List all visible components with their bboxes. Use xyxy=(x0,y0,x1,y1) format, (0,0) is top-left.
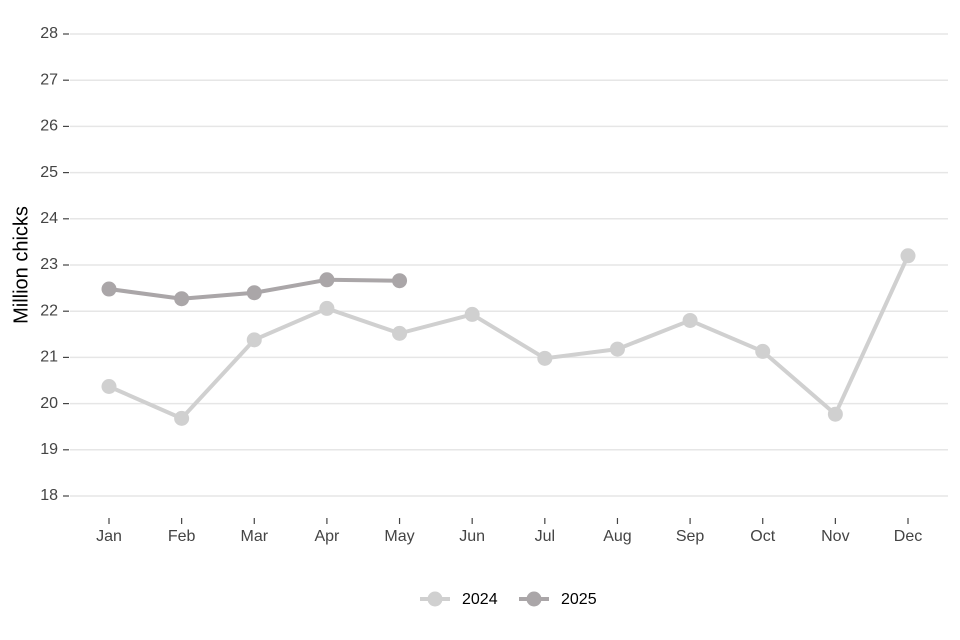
y-tick-label: 18 xyxy=(40,487,58,504)
x-tick-label: Jun xyxy=(459,528,485,545)
data-point xyxy=(246,332,262,348)
data-point xyxy=(101,281,117,297)
data-point xyxy=(537,350,553,366)
x-tick-label: Apr xyxy=(314,528,340,545)
y-tick-label: 22 xyxy=(40,302,58,319)
x-tick-label: Nov xyxy=(821,528,849,545)
legend-label: 2024 xyxy=(462,591,498,608)
data-point xyxy=(174,410,190,426)
x-tick-label: Oct xyxy=(750,528,775,545)
data-point xyxy=(609,341,625,357)
y-tick-label: 25 xyxy=(40,164,58,181)
data-point xyxy=(246,285,262,301)
y-tick-label: 24 xyxy=(40,210,58,227)
x-tick-label: Dec xyxy=(894,528,922,545)
x-tick-label: May xyxy=(384,528,414,545)
data-point xyxy=(682,312,698,328)
data-point xyxy=(101,379,117,395)
y-tick-label: 28 xyxy=(40,25,58,42)
x-tick-label: Aug xyxy=(603,528,631,545)
series-line xyxy=(108,254,910,421)
legend-swatch-point xyxy=(427,591,443,607)
x-tick-label: Feb xyxy=(168,528,196,545)
data-point xyxy=(319,300,335,316)
x-tick-label: Mar xyxy=(240,528,268,545)
legend-label: 2025 xyxy=(561,591,597,608)
legend-swatch-point xyxy=(526,591,542,607)
y-axis-label: Million chicks xyxy=(10,206,32,324)
y-tick-label: 26 xyxy=(40,118,58,135)
y-tick-label: 19 xyxy=(40,441,58,458)
data-point xyxy=(319,272,335,288)
data-point xyxy=(827,406,843,422)
data-point xyxy=(392,325,408,341)
data-point xyxy=(464,306,480,322)
y-tick-label: 20 xyxy=(40,395,58,412)
y-tick-label: 27 xyxy=(40,71,58,88)
data-point xyxy=(392,273,408,289)
data-point xyxy=(755,343,771,359)
y-tick-label: 21 xyxy=(40,349,58,366)
y-tick-label: 23 xyxy=(40,256,58,273)
x-tick-label: Sep xyxy=(676,528,705,545)
x-tick-label: Jul xyxy=(535,528,555,545)
x-tick-label: Jan xyxy=(96,528,122,545)
data-point xyxy=(900,248,916,264)
data-point xyxy=(174,291,190,307)
